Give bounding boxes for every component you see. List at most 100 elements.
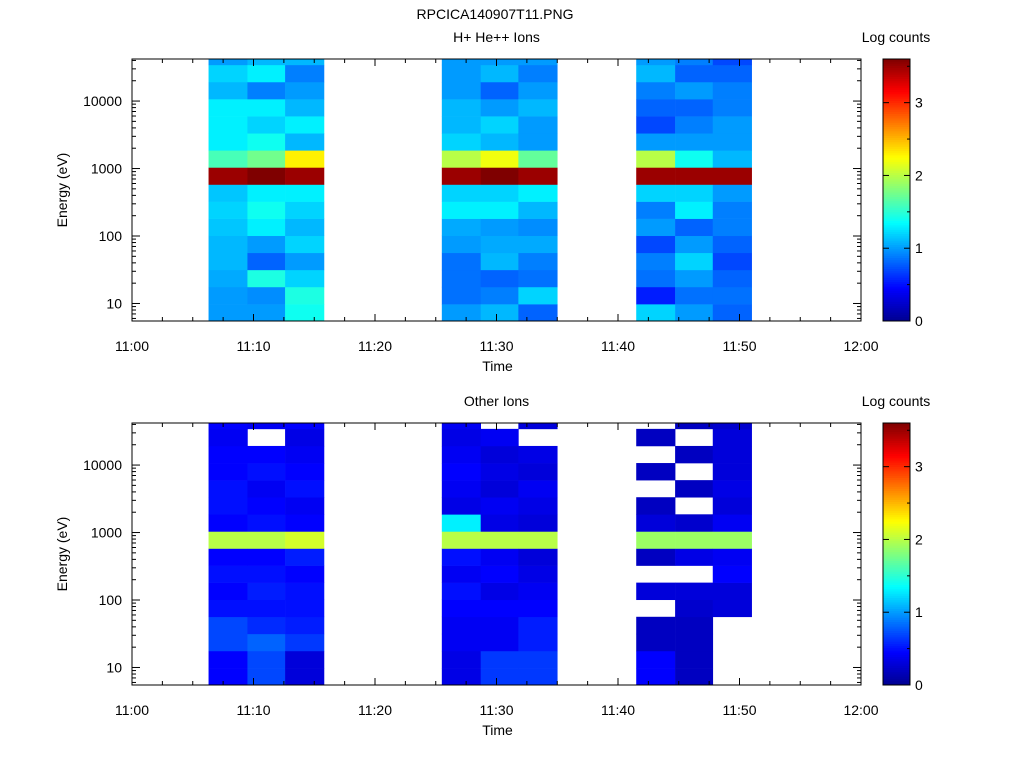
- colorbar-segment: [883, 91, 910, 95]
- heatmap-cell: [480, 59, 519, 66]
- heatmap-cell: [285, 304, 325, 322]
- colorbar-segment: [883, 558, 910, 561]
- colorbar-segment: [883, 229, 910, 232]
- colorbar-segment: [883, 433, 910, 437]
- colorbar-segment: [883, 440, 910, 444]
- heatmap-cell: [285, 582, 325, 601]
- heatmap-cell: [441, 64, 481, 83]
- heatmap-cell: [712, 99, 752, 117]
- colorbar-segment: [883, 593, 910, 596]
- heatmap-cell: [712, 582, 752, 601]
- heatmap-cell: [518, 616, 558, 635]
- colorbar-segment: [883, 510, 910, 513]
- colorbar-segment: [883, 674, 910, 677]
- colorbar-segment: [883, 283, 910, 287]
- colorbar-segment: [883, 111, 910, 114]
- colorbar-segment: [883, 475, 910, 478]
- heatmap-cell: [441, 235, 481, 254]
- colorbar-segment: [883, 499, 910, 502]
- heatmap-cell: [441, 428, 481, 447]
- heatmap-cell: [518, 582, 558, 601]
- heatmap-cell: [208, 463, 248, 481]
- heatmap-cell: [247, 480, 286, 498]
- colorbar-segment: [883, 586, 910, 590]
- colorbar-segment: [883, 262, 910, 265]
- heatmap-cell: [480, 304, 519, 322]
- heatmap-cell: [636, 167, 676, 185]
- colorbar-segment: [883, 179, 910, 182]
- colorbar-segment: [883, 630, 910, 633]
- heatmap-cell: [441, 463, 481, 481]
- colorbar-segment: [883, 128, 910, 132]
- y-axis-label: Energy (eV): [54, 153, 70, 228]
- colorbar-segment: [883, 562, 910, 566]
- colorbar-segment: [883, 660, 910, 664]
- heatmap-cell: [712, 423, 752, 430]
- colorbar-segment: [883, 150, 910, 154]
- colorbar-segment: [883, 580, 910, 583]
- heatmap-cell: [636, 633, 676, 652]
- heatmap-cell: [285, 445, 325, 464]
- heatmap-cell: [518, 463, 558, 481]
- colorbar-segment: [883, 610, 910, 614]
- heatmap-cell: [285, 99, 325, 117]
- heatmap-cell: [712, 428, 752, 447]
- colorbar-segment: [883, 503, 910, 507]
- colorbar-segment: [883, 187, 910, 191]
- colorbar-segment: [883, 680, 910, 684]
- heatmap-cell: [247, 548, 286, 566]
- colorbar-segment: [883, 314, 910, 318]
- heatmap-cell: [636, 269, 676, 288]
- heatmap-cell: [208, 582, 248, 601]
- heatmap-cell: [675, 59, 714, 66]
- colorbar-segment: [883, 650, 910, 653]
- colorbar-segment: [883, 647, 910, 651]
- heatmap-cell: [636, 304, 676, 322]
- colorbar-segment: [883, 205, 910, 208]
- colorbar-segment: [883, 512, 910, 516]
- colorbar-segment: [883, 626, 910, 629]
- colorbar-segment: [883, 639, 910, 642]
- colorbar-tick-label: 3: [915, 95, 923, 111]
- heatmap-cell: [636, 133, 676, 151]
- heatmap-cell: [285, 599, 325, 618]
- heatmap-cell: [441, 445, 481, 464]
- colorbar-segment: [883, 602, 910, 605]
- colorbar-segment: [883, 667, 910, 671]
- colorbar-segment: [883, 457, 910, 461]
- heatmap-cell: [518, 599, 558, 618]
- heatmap-cell: [247, 235, 286, 254]
- heatmap-cell: [441, 150, 481, 168]
- heatmap-cell: [208, 116, 248, 134]
- heatmap-cell: [480, 252, 519, 271]
- colorbar-segment: [883, 569, 910, 572]
- heatmap-cell: [285, 235, 325, 254]
- x-tick-label: 11:10: [237, 702, 271, 718]
- heatmap-cell: [636, 116, 676, 134]
- heatmap-cell: [208, 497, 248, 515]
- colorbar-segment: [883, 584, 910, 588]
- heatmap-cell: [247, 59, 286, 66]
- heatmap-cell: [247, 668, 286, 686]
- heatmap-cell: [208, 59, 248, 66]
- heatmap-cell: [518, 445, 558, 464]
- heatmap-cell: [285, 423, 325, 430]
- colorbar-segment: [883, 462, 910, 465]
- heatmap-cell: [675, 633, 714, 652]
- colorbar-segment: [883, 619, 910, 623]
- colorbar-segment: [883, 192, 910, 195]
- heatmap-cell: [247, 99, 286, 117]
- heatmap-cell: [208, 81, 248, 100]
- heatmap-cell: [285, 480, 325, 498]
- colorbar-segment: [883, 238, 910, 241]
- x-tick-label: 11:30: [480, 338, 514, 354]
- heatmap-cell: [636, 514, 676, 532]
- colorbar-segment: [883, 102, 910, 106]
- heatmap-cell: [712, 81, 752, 100]
- heatmap-cell: [518, 81, 558, 100]
- heatmap-cell: [441, 99, 481, 117]
- colorbar-segment: [883, 141, 910, 145]
- heatmap-cell: [675, 480, 714, 498]
- colorbar-segment: [883, 473, 910, 476]
- heatmap-cell: [712, 599, 752, 618]
